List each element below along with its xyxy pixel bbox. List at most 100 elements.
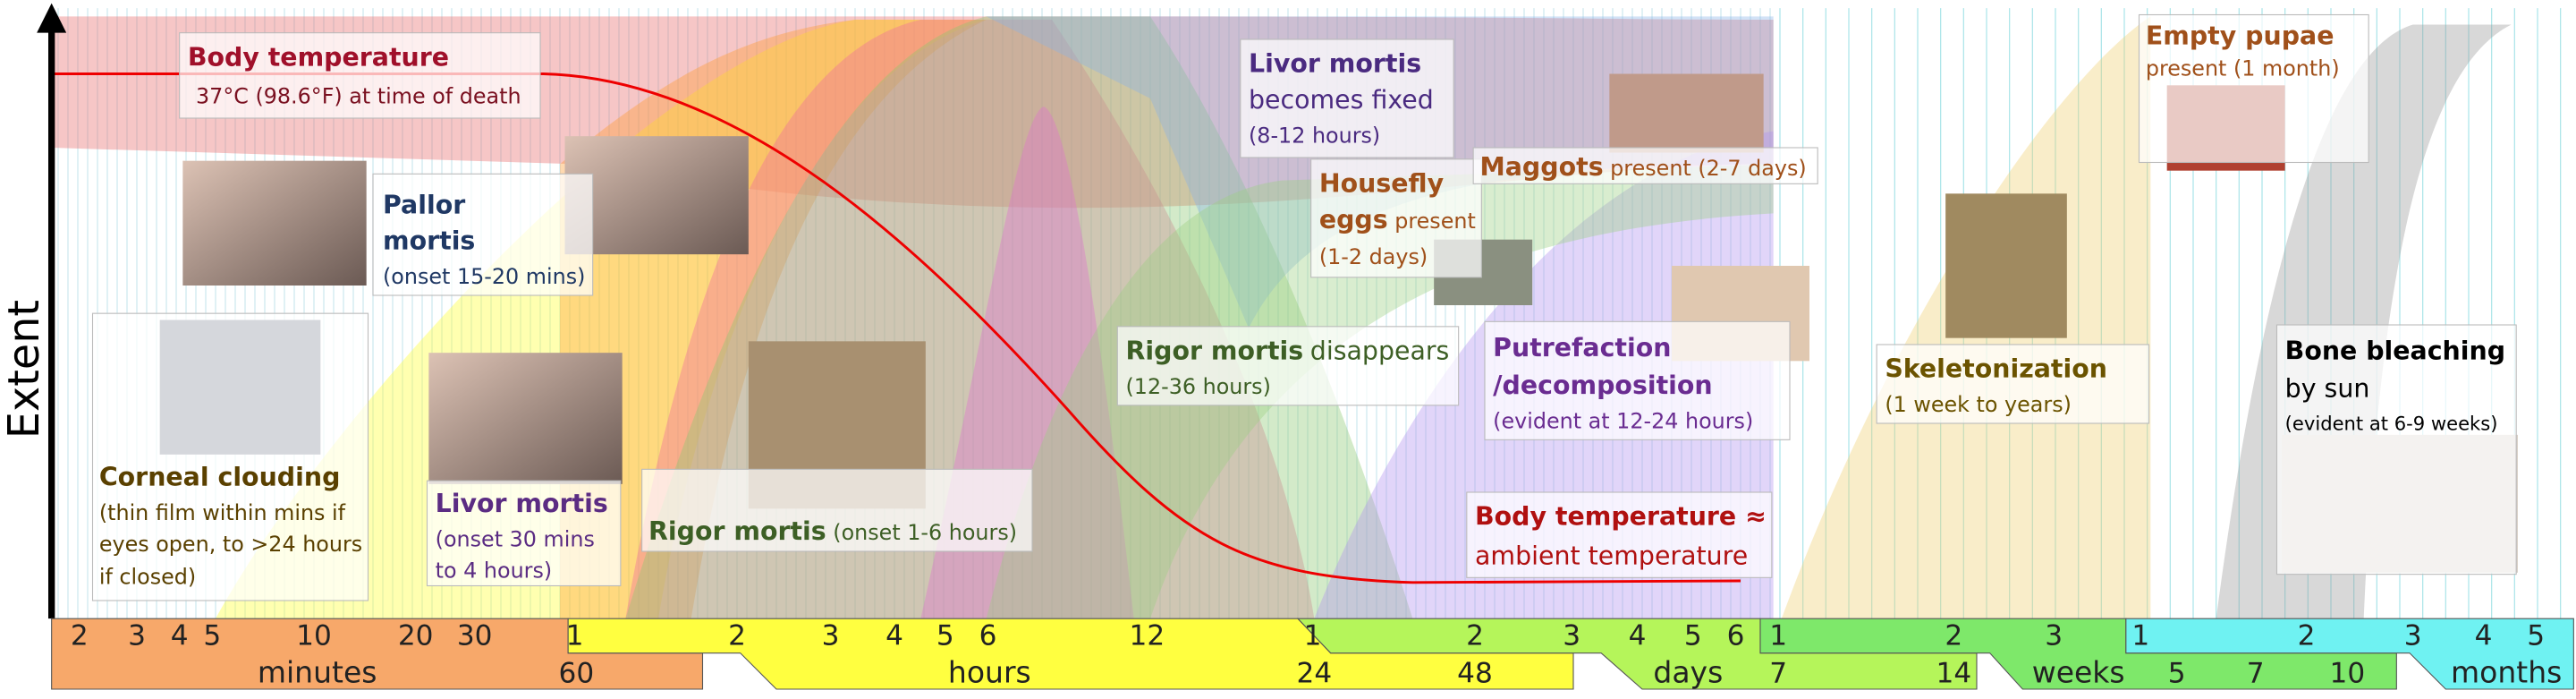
tick-label: 7 bbox=[2247, 658, 2265, 690]
tick-label: 2 bbox=[71, 620, 89, 652]
photo-skull bbox=[1945, 193, 2067, 338]
label-box bbox=[179, 32, 541, 119]
label-title: Rigor mortis bbox=[648, 516, 826, 546]
rigor-disappear-band bbox=[986, 164, 1774, 619]
label-detail: becomes fixed bbox=[1249, 85, 1434, 115]
label-detail: to 4 hours) bbox=[436, 558, 553, 583]
label-detail: (12-36 hours) bbox=[1126, 374, 1271, 399]
label: Rigor mortis (onset 1-6 hours) bbox=[648, 516, 1017, 546]
tick-label: 48 bbox=[1457, 658, 1493, 690]
label-box bbox=[1876, 344, 2150, 424]
label-detail: present (2-7 days) bbox=[1610, 156, 1806, 181]
tick-label: 3 bbox=[1563, 620, 1580, 652]
label: Maggots present (2-7 days) bbox=[1480, 152, 1807, 182]
labels: Body temperature 37°C (98.6°F) at time o… bbox=[99, 21, 2505, 590]
label-box bbox=[1466, 491, 1773, 578]
label-title: Pallor bbox=[383, 190, 465, 219]
tick-label: 1 bbox=[1304, 620, 1322, 652]
photo-maggot bbox=[1609, 73, 1764, 153]
photo-face bbox=[428, 353, 623, 484]
tick-label: 6 bbox=[979, 620, 997, 652]
unit-label: days bbox=[1653, 655, 1723, 690]
axis: Extent bbox=[0, 3, 67, 619]
label-detail: present bbox=[1394, 209, 1476, 234]
label-detail: (8-12 hours) bbox=[1249, 124, 1380, 149]
label-title: Corneal clouding bbox=[99, 463, 341, 492]
tick-label: 5 bbox=[203, 620, 221, 652]
tick-label: 20 bbox=[398, 620, 434, 652]
label-detail: if closed) bbox=[99, 565, 196, 590]
label-detail: (1 week to years) bbox=[1885, 392, 2072, 417]
label-title: Rigor mortis bbox=[1126, 337, 1304, 366]
tick-label: 5 bbox=[1684, 620, 1702, 652]
label-detail: (evident at 6-9 weeks) bbox=[2285, 412, 2498, 434]
tick-label: 2 bbox=[1466, 620, 1484, 652]
label-title: Putrefaction bbox=[1493, 333, 1671, 362]
tick-label: 2 bbox=[728, 620, 746, 652]
tick-label: 4 bbox=[1629, 620, 1647, 652]
label-detail: ambient temperature bbox=[1475, 541, 1748, 571]
tick-label: 2 bbox=[2298, 620, 2316, 652]
label-box bbox=[2275, 324, 2517, 575]
tick-label: 2 bbox=[1945, 620, 1962, 652]
label-detail: (onset 1-6 hours) bbox=[833, 520, 1017, 545]
tick-label: 4 bbox=[171, 620, 189, 652]
label-detail: (evident at 12-24 hours) bbox=[1493, 409, 1753, 434]
tick-label: 12 bbox=[1130, 620, 1165, 652]
timeline: 2 3 4 5 10 20 30 1 2 3 4 5 6 12 1 2 3 4 5 6 1 2 3 1 2 3 4 560 24 48 7 1… bbox=[51, 618, 2574, 690]
label-detail: present (1 month) bbox=[2146, 55, 2340, 81]
label-title: Body temperature bbox=[188, 42, 449, 72]
label-title: Livor mortis bbox=[436, 489, 608, 518]
unit-label: months bbox=[2451, 655, 2562, 690]
label-box bbox=[1484, 320, 1791, 440]
tick-label: 5 bbox=[936, 620, 954, 652]
label-box bbox=[1116, 326, 1460, 406]
label-box bbox=[1240, 38, 1454, 158]
label-detail: (thin film within mins if bbox=[99, 500, 346, 525]
label-detail: (onset 30 mins bbox=[436, 527, 595, 552]
tick-label: 1 bbox=[2131, 620, 2149, 652]
y-axis-label: Extent bbox=[0, 300, 49, 439]
label-box bbox=[641, 468, 1033, 552]
label: Rigor mortis disappears bbox=[1126, 337, 1450, 366]
label-box bbox=[426, 480, 622, 587]
label-title: Empty pupae bbox=[2146, 21, 2334, 51]
months-band bbox=[2125, 618, 2574, 690]
label-title: Skeletonization bbox=[1885, 354, 2107, 384]
photo-face bbox=[564, 136, 749, 255]
label-box bbox=[91, 312, 369, 601]
tick-label: 10 bbox=[2330, 658, 2366, 690]
label-detail: 37°C (98.6°F) at time of death bbox=[196, 84, 521, 109]
unit-label: weeks bbox=[2032, 655, 2125, 690]
label-title: mortis bbox=[383, 226, 475, 256]
label-title: Maggots bbox=[1480, 152, 1604, 182]
tick-label: 7 bbox=[1769, 658, 1787, 690]
label-box bbox=[1310, 158, 1482, 278]
label-box bbox=[2138, 13, 2369, 164]
tick-label: 3 bbox=[822, 620, 840, 652]
tick-label: 5 bbox=[2168, 658, 2186, 690]
y-axis-arrow bbox=[37, 3, 67, 33]
tick-label: 3 bbox=[128, 620, 146, 652]
tick-label: 1 bbox=[1769, 620, 1787, 652]
body-temperature-line bbox=[51, 72, 1741, 584]
unit-label: minutes bbox=[258, 655, 377, 690]
label-detail: (1-2 days) bbox=[1319, 244, 1428, 269]
label-boxes bbox=[91, 13, 2517, 601]
tick-label: 14 bbox=[1936, 658, 1972, 690]
label-detail: eyes open, to >24 hours bbox=[99, 532, 362, 557]
tick-label: 4 bbox=[886, 620, 903, 652]
tick-label: 6 bbox=[1727, 620, 1745, 652]
label-title: by sun bbox=[2285, 374, 2370, 404]
label-box bbox=[372, 173, 594, 296]
tick-label: 3 bbox=[2404, 620, 2422, 652]
label-title: Housefly bbox=[1319, 169, 1444, 199]
tick-label: 1 bbox=[566, 620, 584, 652]
tick-label: 3 bbox=[2045, 620, 2063, 652]
tick-label: 30 bbox=[457, 620, 493, 652]
tick-label: 24 bbox=[1297, 658, 1333, 690]
label-box bbox=[1472, 147, 1818, 184]
label-title: eggs bbox=[1319, 205, 1388, 234]
